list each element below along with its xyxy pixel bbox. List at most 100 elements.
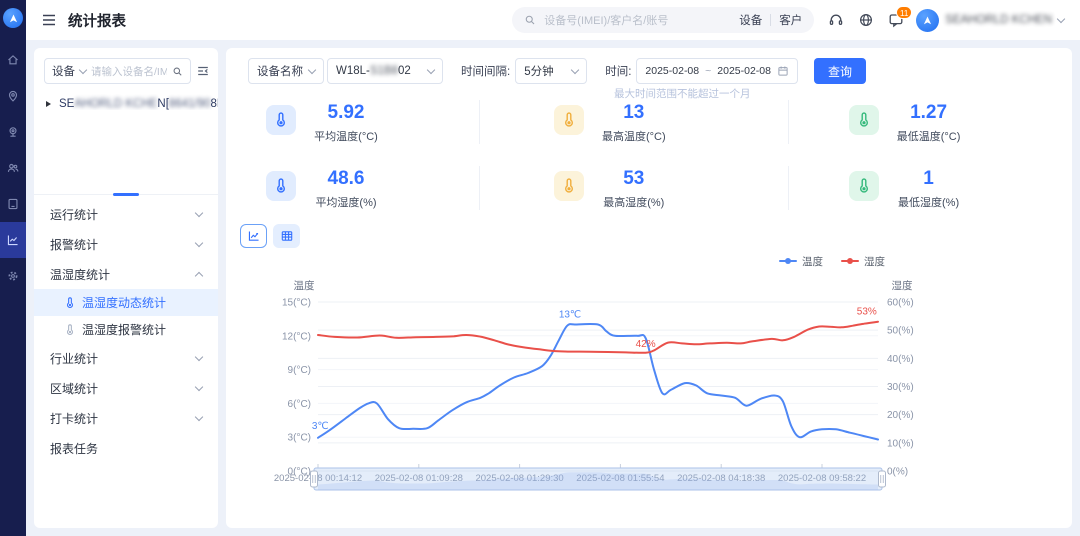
rail-item-settings[interactable]: [0, 258, 26, 294]
interval-select[interactable]: 5分钟: [515, 58, 588, 84]
svg-text:2025-02-08 09:58:22: 2025-02-08 09:58:22: [778, 473, 866, 484]
search-scope-customer[interactable]: 客户: [779, 15, 803, 27]
search-placeholder: 设备号(IMEI)/客户名/账号: [544, 15, 669, 27]
stat-avg-temp: 5.92 平均温度(°C): [226, 100, 480, 144]
chart-canvas[interactable]: 15(°C) 12(°C) 9(°C) 6(°C) 3(°C) 0(°C) 60(%) 50(…: [226, 250, 1072, 528]
date-range-picker[interactable]: 2025-02-08 ~ 2025-02-08: [636, 58, 798, 84]
stat-value: 1: [923, 167, 934, 189]
left-rail: [0, 0, 26, 536]
menu-item-checkin-stats[interactable]: 打卡统计: [34, 403, 218, 433]
legend-item-humidity[interactable]: 湿度: [841, 254, 885, 269]
svg-text:13℃: 13℃: [559, 309, 581, 320]
thermometer-icon: [266, 170, 296, 201]
tree-collapse-button[interactable]: [196, 61, 210, 81]
headset-icon: [830, 14, 843, 26]
stat-value: 1.27: [910, 102, 948, 123]
interval-label: 时间间隔:: [461, 66, 511, 78]
support-button[interactable]: [828, 12, 844, 28]
camera-icon: [9, 127, 17, 137]
tree-expand-caret[interactable]: [46, 101, 51, 107]
user-menu[interactable]: SEAHORLD KCHEN: [916, 8, 1066, 32]
stat-avg-humidity: 48.6 平均湿度(%): [226, 165, 480, 210]
menu-item-temphumidity-alarm[interactable]: 温湿度报警统计: [34, 316, 218, 343]
svg-text:10(%): 10(%): [887, 438, 914, 449]
stat-value: 48.6: [327, 167, 365, 189]
svg-text:湿度: 湿度: [892, 279, 913, 292]
rail-item-statistics[interactable]: [0, 222, 26, 258]
app-logo[interactable]: [3, 8, 23, 28]
stat-max-humidity: 53 最高湿度(%): [480, 165, 789, 210]
svg-text:40(%): 40(%): [887, 354, 914, 365]
table-view-button[interactable]: [273, 223, 300, 248]
sidebar: 设备 请输入设备名/IMEI SEAHORLD KCHEN[8641/908B]…: [34, 48, 218, 528]
chevron-down-icon: [78, 65, 88, 74]
thermometer-icon: [266, 105, 296, 135]
svg-text:53%: 53%: [857, 306, 877, 317]
menu-item-alarm-stats[interactable]: 报警统计: [34, 229, 218, 259]
time-label: 时间:: [605, 66, 632, 78]
chevron-up-icon: [194, 271, 204, 280]
device-name-select[interactable]: 设备名称: [248, 58, 324, 84]
user-name: SEAHORLD KCHEN: [945, 14, 1052, 26]
menu-item-report-tasks[interactable]: 报表任务: [50, 441, 99, 456]
thermometer-icon: [64, 296, 76, 309]
stat-label: 平均温度(°C): [314, 130, 378, 143]
menu-item-temphumidity-dynamic[interactable]: 温湿度动态统计: [34, 289, 218, 316]
search-category-select[interactable]: 设备: [52, 66, 75, 78]
sidebar-menu: 运行统计 报警统计 温湿度统计 温湿度动态统计 温湿度报警统计: [34, 195, 218, 463]
menu-item-temphumidity-stats[interactable]: 温湿度统计: [34, 259, 218, 289]
sidebar-search-row: 设备 请输入设备名/IMEI: [34, 48, 218, 92]
legend-marker: [779, 260, 797, 263]
stat-value: 53: [623, 167, 645, 189]
date-range-hint: 最大时间范围不能超过一个月: [614, 88, 751, 100]
stat-min-humidity: 1 最低湿度(%): [789, 166, 1072, 210]
svg-text:6(°C): 6(°C): [288, 399, 311, 410]
device-search-input[interactable]: 设备 请输入设备名/IMEI: [44, 58, 192, 84]
hamburger-icon[interactable]: [42, 14, 56, 26]
svg-text:9(°C): 9(°C): [288, 365, 311, 376]
legend-item-temperature[interactable]: 温度: [779, 254, 823, 269]
messages-button[interactable]: 11: [888, 6, 913, 28]
tree-body: [34, 110, 218, 194]
search-scope-device[interactable]: 设备: [739, 15, 763, 27]
logo-plane-icon: [924, 16, 932, 24]
menu-item-run-stats[interactable]: 运行统计: [34, 199, 218, 229]
device-icon: [8, 198, 18, 210]
location-icon: [8, 90, 18, 102]
rail-item-location[interactable]: [0, 78, 26, 114]
collapse-list-icon: [198, 66, 208, 76]
svg-text:2025-02-08 01:09:28: 2025-02-08 01:09:28: [375, 473, 463, 484]
message-badge: 11: [895, 6, 913, 19]
thermometer-icon: [848, 170, 879, 201]
language-button[interactable]: [858, 12, 874, 28]
menu-item-region-stats[interactable]: 区域统计: [34, 373, 218, 403]
stat-value: 5.92: [327, 102, 365, 123]
legend-marker: [841, 260, 859, 263]
svg-text:3℃: 3℃: [312, 421, 329, 432]
device-tree-node[interactable]: SEAHORLD KCHEN[8641/908B]: [34, 92, 218, 110]
query-button[interactable]: 查询: [813, 58, 866, 84]
avatar: [916, 8, 940, 32]
rail-item-camera[interactable]: [0, 114, 26, 150]
svg-text:0(°C): 0(°C): [288, 466, 311, 477]
svg-text:2025-02-08 01:55:54: 2025-02-08 01:55:54: [576, 473, 664, 484]
resize-handle[interactable]: [113, 193, 139, 196]
line-chart-view-button[interactable]: [240, 223, 267, 248]
chart-area: 温度 湿度 15(°C) 12(°C) 9(°C) 6(°C) 3(°C) 0(°C) 60…: [226, 250, 1072, 528]
stats-grid: 5.92 平均温度(°C) 13 最高温度(°C) 1.27 最低温度(°C) 48.…: [226, 84, 1072, 210]
device-value-select[interactable]: W18L-S1B802: [327, 58, 443, 84]
chevron-down-icon: [194, 208, 204, 217]
svg-text:60(%): 60(%): [887, 297, 914, 308]
main-panel: 设备名称 W18L-S1B802 时间间隔: 5分钟 时间: 2025-02-0…: [226, 48, 1072, 528]
stat-label: 最高温度(°C): [601, 130, 666, 143]
stat-label: 最低湿度(%): [898, 196, 960, 209]
filter-bar: 设备名称 W18L-S1B802 时间间隔: 5分钟 时间: 2025-02-0…: [226, 48, 1072, 100]
rail-item-home[interactable]: [0, 42, 26, 78]
content: 设备 请输入设备名/IMEI SEAHORLD KCHEN[8641/908B]…: [26, 40, 1080, 536]
rail-item-users[interactable]: [0, 150, 26, 186]
view-toggles: [226, 210, 1072, 248]
menu-item-industry-stats[interactable]: 行业统计: [34, 343, 218, 373]
search-icon[interactable]: [172, 66, 183, 77]
rail-item-device[interactable]: [0, 186, 26, 222]
global-search-input[interactable]: 设备号(IMEI)/客户名/账号 设备 客户: [512, 7, 815, 33]
